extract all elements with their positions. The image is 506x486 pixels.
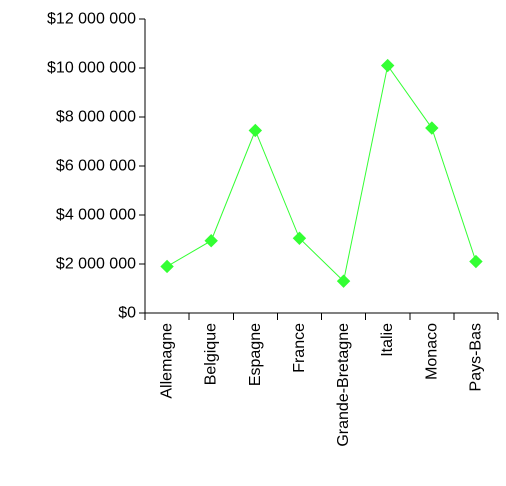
data-point-allemagne [160,259,174,274]
data-point-pays-bas [469,254,483,269]
x-tick-label: Belgique [203,323,220,385]
data-point-monaco [425,121,439,135]
x-tick-label: France [291,323,308,373]
series-line [166,64,477,283]
x-tick-label: Monaco [423,323,440,380]
x-tick-label: Pays-Bas [467,323,484,391]
y-tick-label: $8 000 000 [56,109,136,126]
x-axis-ticks: Allemagne Belgique Espagne France Grande-Bre… [144,313,499,447]
series-layer [160,58,483,288]
y-tick-label: $4 000 000 [56,207,136,224]
x-tick-label: Italie [379,323,396,357]
data-point-italie [380,58,395,73]
y-tick-label: $2 000 000 [56,256,136,273]
x-tick-label: Allemagne [159,323,176,399]
y-tick-label: $10 000 000 [47,60,136,77]
data-point-france [292,231,307,245]
x-tick-label: Espagne [247,323,264,386]
y-tick-label: $6 000 000 [56,158,136,175]
axes [144,19,498,314]
x-tick-label: Grande-Bretagne [335,323,352,447]
data-point-belgique [204,234,218,248]
y-tick-label: $0 [118,305,136,322]
data-point-espagne [248,123,263,138]
data-point-grande-bretagne [336,274,351,288]
y-axis-ticks: $0 $2 000 000 $4 000 000 $6 000 000 $8 000 0… [47,11,145,322]
y-tick-label: $12 000 000 [47,11,136,28]
